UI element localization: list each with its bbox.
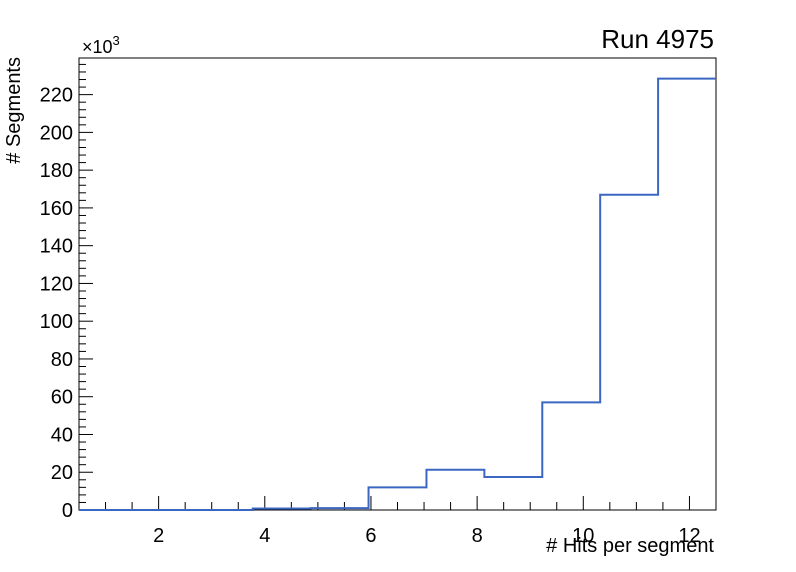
- x-tick-label: 12: [678, 525, 700, 547]
- x-axis-tick-labels: 2 4 6 8 10 12: [153, 525, 701, 547]
- y-axis-multiplier-exponent: 3: [113, 33, 120, 48]
- y-tick-label: 140: [40, 236, 73, 258]
- x-axis-title: # Hits per segment: [546, 535, 714, 557]
- y-tick-label: 120: [40, 273, 73, 295]
- y-tick-label: 0: [62, 500, 73, 522]
- x-axis-ticks: [105, 496, 690, 510]
- y-tick-label: 40: [51, 424, 73, 446]
- y-tick-label: 220: [40, 85, 73, 107]
- y-axis-ticks: [79, 63, 93, 511]
- x-tick-label: 6: [365, 525, 376, 547]
- y-tick-label: 80: [51, 349, 73, 371]
- y-tick-label: 160: [40, 198, 73, 220]
- chart-title: Run 4975: [601, 24, 714, 54]
- y-tick-label: 60: [51, 387, 73, 409]
- y-axis-tick-labels: 0 20 40 60 80 100 120 140 160 180 200 220: [40, 85, 73, 522]
- x-tick-label: 8: [472, 525, 483, 547]
- y-axis-title: # Segments: [3, 57, 25, 164]
- x-tick-label: 2: [153, 525, 164, 547]
- histogram-step-line: [79, 77, 716, 511]
- x-tick-label: 10: [572, 525, 594, 547]
- y-axis-multiplier-base: ×10: [82, 37, 113, 57]
- y-tick-label: 20: [51, 462, 73, 484]
- x-tick-label: 4: [259, 525, 270, 547]
- y-axis-multiplier: ×103: [82, 33, 120, 57]
- plot-frame: [78, 57, 717, 511]
- y-tick-label: 180: [40, 160, 73, 182]
- y-tick-label: 200: [40, 122, 73, 144]
- y-tick-label: 100: [40, 311, 73, 333]
